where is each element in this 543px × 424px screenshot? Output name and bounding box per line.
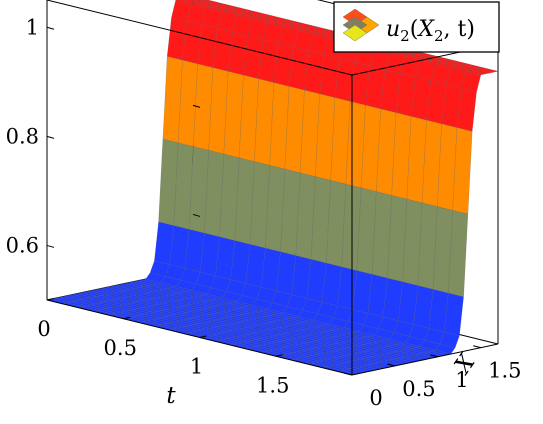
legend-box — [333, 1, 500, 53]
z-tick — [46, 26, 55, 30]
legend-label: u2(X2, t) — [386, 17, 475, 45]
z-tick-label: 0.6 — [6, 233, 39, 257]
x-tick — [46, 298, 54, 301]
x-tick — [275, 354, 283, 357]
y-tick-label: 1.5 — [488, 359, 521, 383]
y-tick-label: 0.5 — [402, 377, 435, 401]
y-tick — [473, 345, 481, 349]
x-tick — [199, 335, 207, 338]
z-tick-back — [192, 213, 201, 217]
axis-ticks: 0 0.5 1 1.5 0 0.5 1 1.5 0.6 0.8 1 — [6, 15, 522, 410]
legend-label-sub: 2 — [400, 27, 410, 45]
box-edge-front — [46, 0, 353, 76]
y-tick — [430, 354, 439, 358]
y-tick — [387, 363, 396, 367]
z-tick — [46, 135, 55, 139]
legend-label-open: ( — [410, 17, 419, 42]
z-tick-label: 1 — [26, 15, 39, 39]
x-tick-label: 1.5 — [256, 373, 289, 397]
legend-label-arg1: X — [416, 17, 435, 42]
z-tick-back — [192, 104, 201, 108]
x-tick-label: 0.5 — [104, 336, 137, 360]
y-tick-label: 0 — [369, 386, 382, 410]
axis-box-front — [46, 0, 499, 376]
surface-patch — [199, 0, 209, 2]
legend-label-main: u — [386, 17, 400, 42]
legend-label-arg1-sub: 2 — [434, 27, 444, 45]
legend: u2(X2, t) — [333, 1, 500, 53]
surface-mesh — [46, 0, 499, 376]
x-tick-label: 0 — [37, 317, 50, 341]
x-tick-label: 1 — [190, 355, 203, 379]
surface-patch — [478, 67, 499, 73]
x-tick — [123, 316, 131, 320]
z-tick — [46, 244, 55, 248]
box-edge-front — [351, 343, 499, 376]
y-tick — [344, 372, 353, 376]
y-tick-label: 1 — [455, 368, 468, 392]
z-tick-label: 0.8 — [6, 124, 39, 148]
x-axis-label: t — [166, 383, 176, 409]
legend-swatch-icon — [342, 8, 380, 42]
legend-label-rest: , t) — [444, 17, 475, 42]
